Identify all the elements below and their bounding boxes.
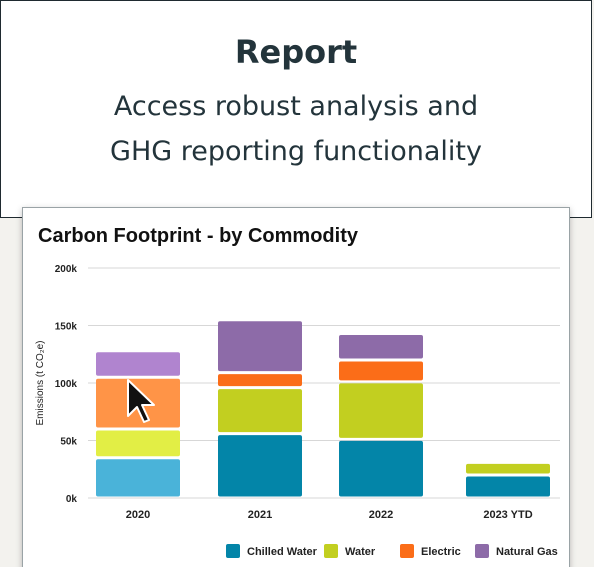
x-tick-label: 2021 (248, 509, 272, 521)
legend-label: Chilled Water (247, 546, 318, 558)
report-title: Report (234, 33, 358, 71)
bar-segment (339, 383, 423, 438)
x-tick-label: 2023 YTD (483, 509, 532, 521)
mouse-cursor-icon (127, 379, 155, 423)
bar-segment (218, 389, 302, 433)
bar-segment (218, 321, 302, 372)
bar-segment (466, 476, 550, 497)
legend-label: Natural Gas (496, 546, 558, 558)
bar-segment (218, 435, 302, 497)
y-tick-label: 100k (55, 379, 78, 390)
legend-label: Electric (421, 546, 461, 558)
chart-title: Carbon Footprint - by Commodity (38, 225, 358, 247)
y-tick-label: 0k (66, 494, 78, 505)
bar-segment (466, 463, 550, 474)
x-tick-label: 2022 (369, 509, 393, 521)
legend-swatch (400, 544, 414, 558)
y-tick-label: 200k (55, 264, 78, 275)
legend-swatch (475, 544, 489, 558)
y-tick-label: 50k (60, 437, 77, 448)
carbon-footprint-chart-card: Carbon Footprint - by Commodity 0k 50k 100… (22, 207, 570, 567)
carbon-footprint-chart: 0k 50k 100k 150k 200k Emissions (t CO₂e) 2020 2… (35, 264, 560, 558)
bar-segment (96, 352, 180, 376)
report-subtitle-line-1: Access robust analysis and (113, 91, 479, 122)
bar-segment (96, 430, 180, 457)
x-tick-label: 2020 (126, 509, 150, 521)
legend-label: Water (345, 546, 376, 558)
y-tick-label: 150k (55, 322, 78, 333)
bar-segment (218, 374, 302, 387)
bar-segment (339, 440, 423, 497)
y-axis-label: Emissions (t CO₂e) (35, 340, 46, 425)
bar-segment (96, 459, 180, 497)
bar-segment (339, 335, 423, 359)
legend-swatch (226, 544, 240, 558)
bar-segment (339, 361, 423, 381)
legend-swatch (324, 544, 338, 558)
report-subtitle-line-2: GHG reporting functionality (110, 136, 482, 167)
report-header-card: Report Access robust analysis and GHG re… (0, 0, 592, 218)
